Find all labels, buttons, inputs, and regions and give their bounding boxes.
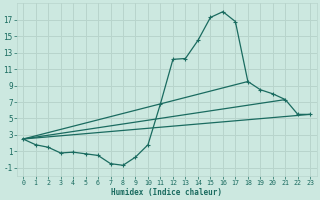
- X-axis label: Humidex (Indice chaleur): Humidex (Indice chaleur): [111, 188, 222, 197]
